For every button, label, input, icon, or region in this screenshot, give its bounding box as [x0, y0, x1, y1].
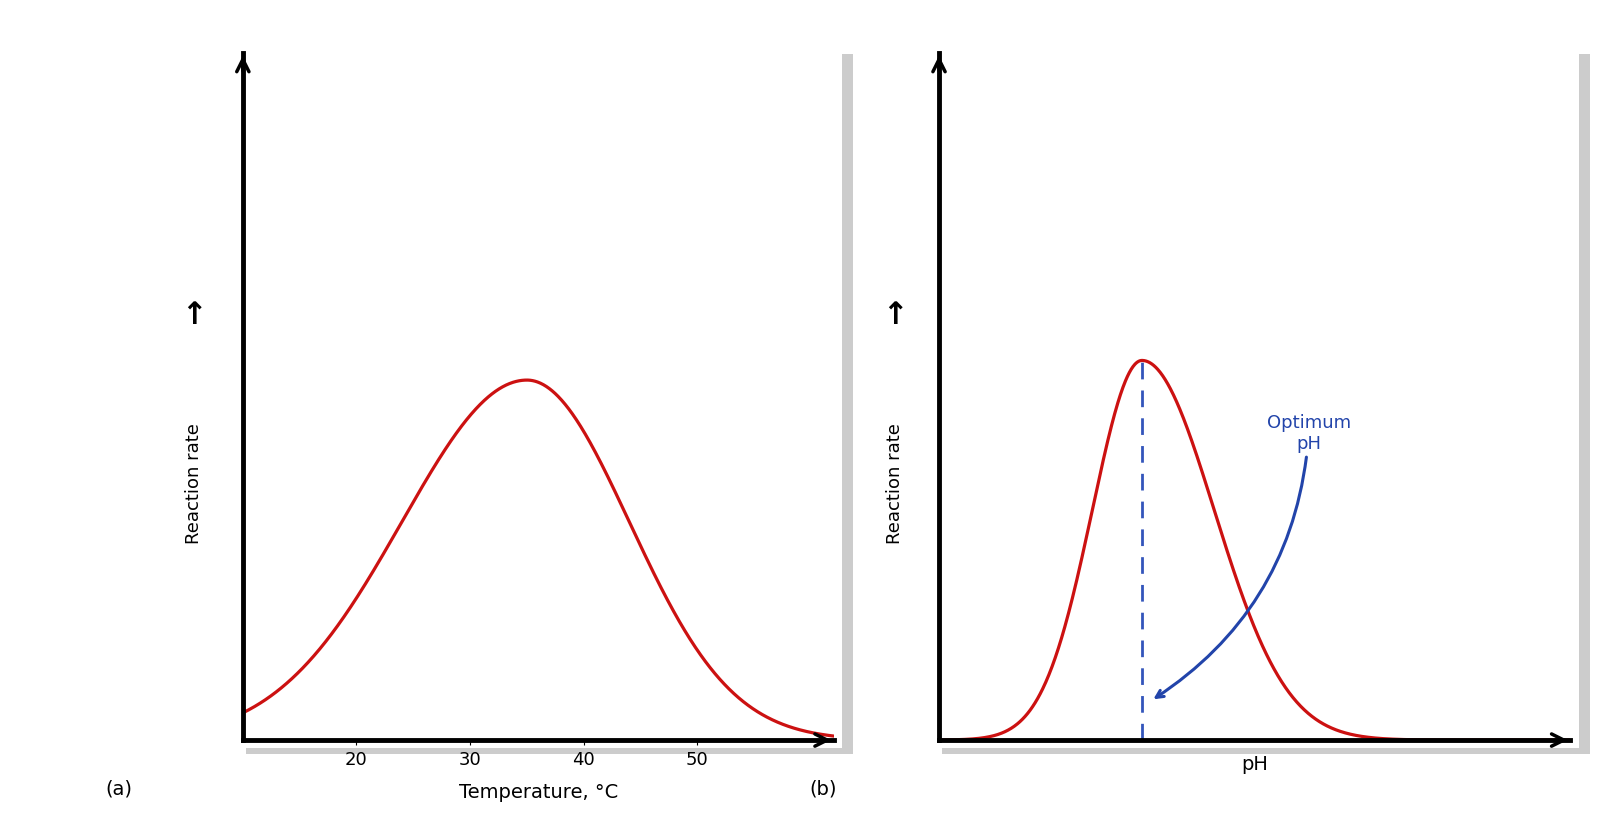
- Text: Reaction rate: Reaction rate: [886, 423, 905, 543]
- Text: (a): (a): [105, 779, 133, 798]
- Text: Optimum
pH: Optimum pH: [1156, 414, 1350, 697]
- Text: ↑: ↑: [181, 301, 207, 330]
- Text: (b): (b): [810, 779, 837, 798]
- X-axis label: Temperature, °C: Temperature, °C: [458, 782, 618, 801]
- X-axis label: pH: pH: [1242, 754, 1268, 773]
- Text: Reaction rate: Reaction rate: [185, 423, 204, 543]
- Text: ↑: ↑: [882, 301, 908, 330]
